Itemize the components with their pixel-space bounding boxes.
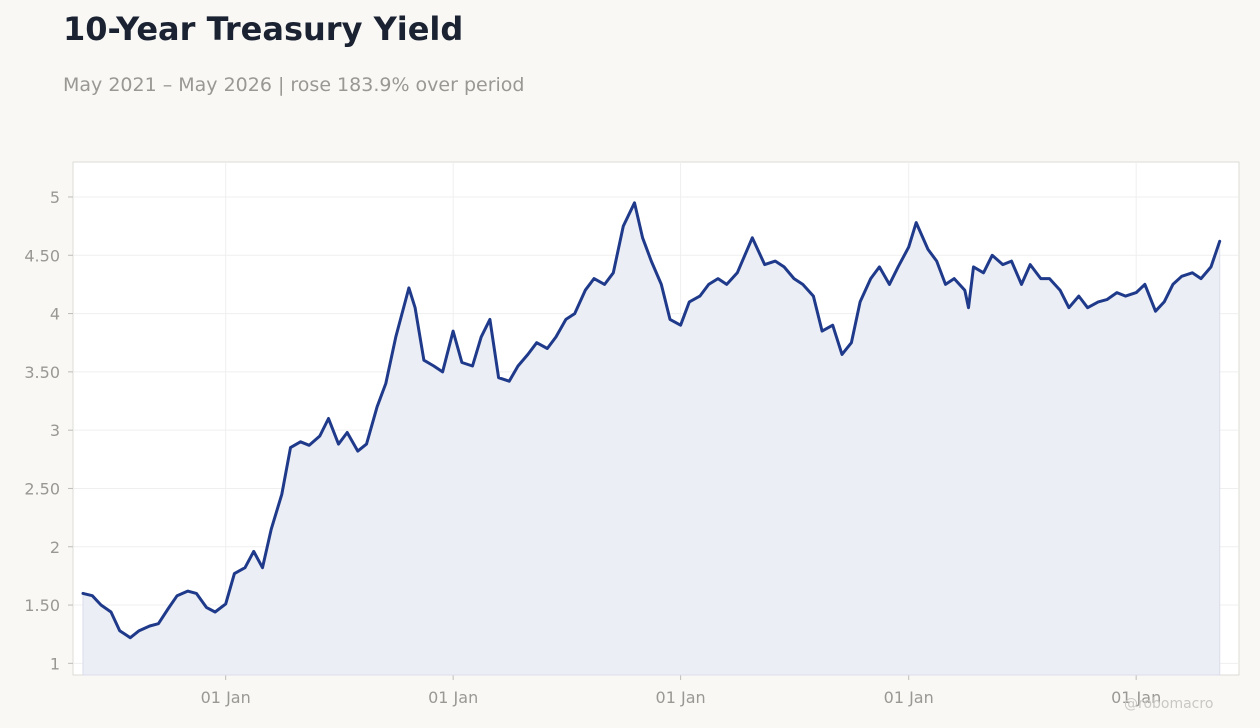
- x-tick-label: 01 Jan: [884, 688, 934, 707]
- y-tick-label: 2: [50, 538, 60, 557]
- y-tick-label: 2.50: [24, 479, 60, 498]
- y-tick-label: 5: [50, 188, 60, 207]
- y-tick-label: 1.50: [24, 596, 60, 615]
- series-line: [81, 201, 1222, 640]
- x-tick-label: 01 Jan: [428, 688, 478, 707]
- chart-subtitle: May 2021 – May 2026 | rose 183.9% over p…: [63, 74, 525, 96]
- watermark: @robomacro: [1124, 696, 1214, 712]
- x-tick-label: 01 Jan: [656, 688, 706, 707]
- chart-title: 10-Year Treasury Yield: [63, 10, 464, 48]
- y-tick-label: 1: [50, 654, 60, 673]
- y-tick-label: 3.50: [24, 363, 60, 382]
- y-axis: 1 1.50 2 2.50 3 3.50 4 4.50 5: [24, 188, 73, 673]
- y-tick-label: 4.50: [24, 246, 60, 265]
- x-tick-label: 01 Jan: [201, 688, 251, 707]
- x-axis: 01 Jan 01 Jan 01 Jan 01 Jan 01 Jan: [201, 675, 1161, 707]
- x-tick-label: 01 Jan: [1111, 688, 1161, 707]
- y-tick-label: 3: [50, 421, 60, 440]
- y-tick-label: 4: [50, 305, 60, 324]
